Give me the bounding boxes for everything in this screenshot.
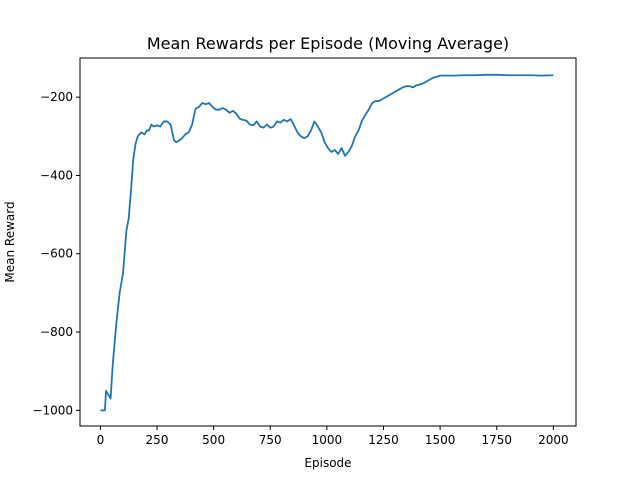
x-tick-label: 1750 xyxy=(481,433,512,447)
x-axis-label: Episode xyxy=(304,456,351,470)
x-tick-label: 1250 xyxy=(368,433,399,447)
x-tick-label: 1500 xyxy=(425,433,456,447)
y-tick-label: −600 xyxy=(40,247,73,261)
y-axis: −1000 −800 −600 −400 −200 xyxy=(32,90,80,417)
plot-frame xyxy=(79,57,577,427)
y-tick-label: −400 xyxy=(40,168,73,182)
x-tick-label: 750 xyxy=(259,433,282,447)
series-line xyxy=(100,73,554,412)
x-axis: 0 250 500 750 1000 1250 1500 1750 2000 xyxy=(97,426,569,447)
x-tick-label: 0 xyxy=(97,433,105,447)
x-tick-label: 1000 xyxy=(312,433,343,447)
y-axis-label: Mean Reward xyxy=(3,201,17,282)
x-tick-label: 250 xyxy=(146,433,169,447)
x-tick-label: 2000 xyxy=(538,433,569,447)
y-tick-label: −200 xyxy=(40,90,73,104)
y-tick-label: −1000 xyxy=(32,403,73,417)
y-tick-label: −800 xyxy=(40,325,73,339)
chart-title: Mean Rewards per Episode (Moving Average… xyxy=(147,34,509,53)
x-tick-label: 500 xyxy=(202,433,225,447)
plot-area xyxy=(100,73,554,412)
